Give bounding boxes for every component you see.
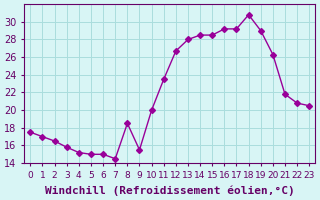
X-axis label: Windchill (Refroidissement éolien,°C): Windchill (Refroidissement éolien,°C) [45, 185, 295, 196]
